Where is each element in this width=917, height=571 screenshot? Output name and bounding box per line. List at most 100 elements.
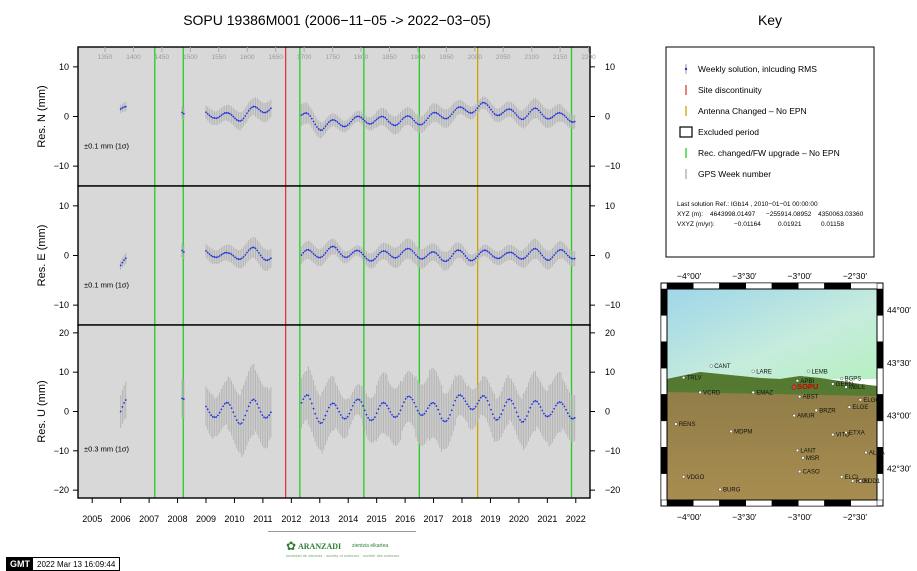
data-point xyxy=(220,114,223,117)
data-point xyxy=(331,119,334,121)
data-point xyxy=(326,123,329,126)
map-border-seg xyxy=(745,499,773,507)
data-point xyxy=(261,414,264,416)
data-point xyxy=(356,398,359,401)
station-marker xyxy=(709,364,713,368)
data-point xyxy=(225,401,228,404)
data-point xyxy=(464,255,467,257)
data-point xyxy=(488,251,491,254)
data-point xyxy=(408,395,410,398)
data-point xyxy=(252,398,255,401)
data-point xyxy=(205,111,207,114)
data-point xyxy=(302,398,305,401)
panel-1: −10 −10 0 0 10 10 Res. E (mm) ±0.1 mm (1σ) xyxy=(36,185,620,326)
data-point xyxy=(440,258,443,261)
data-point xyxy=(536,400,538,403)
x-tick-label: 2007 xyxy=(139,514,159,524)
gps-week-label: 1600 xyxy=(240,54,255,61)
data-point xyxy=(326,410,329,413)
data-point xyxy=(529,250,532,253)
data-point xyxy=(217,116,219,119)
data-point xyxy=(408,247,410,250)
data-point xyxy=(411,250,414,252)
data-point xyxy=(525,115,528,118)
data-point xyxy=(502,254,504,257)
data-point xyxy=(462,252,465,255)
map-border-seg xyxy=(660,394,668,422)
data-point xyxy=(430,113,433,115)
data-point xyxy=(438,413,441,415)
data-point xyxy=(372,121,375,124)
data-point xyxy=(553,114,556,117)
gps-week-label: 1350 xyxy=(98,54,113,61)
data-point xyxy=(316,126,318,128)
data-point xyxy=(476,255,479,258)
data-point xyxy=(462,397,465,400)
data-point xyxy=(539,406,542,408)
data-point xyxy=(258,406,260,409)
data-point xyxy=(514,406,516,409)
map-border-seg xyxy=(876,367,884,395)
data-point xyxy=(321,255,323,258)
vxyz-z: 0.01158 xyxy=(821,221,844,228)
data-point xyxy=(329,119,332,122)
data-point xyxy=(551,116,554,118)
data-point xyxy=(374,119,376,122)
data-point xyxy=(473,407,475,410)
data-point xyxy=(329,246,332,249)
data-point xyxy=(491,255,494,257)
data-point xyxy=(515,255,518,258)
data-point xyxy=(544,258,547,261)
y-tick-label: 20 xyxy=(59,328,69,338)
data-point xyxy=(522,420,525,423)
data-point xyxy=(558,249,561,252)
data-point xyxy=(546,117,549,120)
data-point xyxy=(360,401,363,403)
data-point xyxy=(232,115,235,118)
data-point xyxy=(471,111,474,114)
data-point xyxy=(345,125,347,128)
map-border-seg xyxy=(876,420,884,448)
data-point xyxy=(266,110,269,113)
data-point xyxy=(314,123,317,126)
data-point xyxy=(447,116,450,119)
data-point xyxy=(389,122,392,124)
data-point xyxy=(519,117,521,120)
data-point xyxy=(331,245,334,248)
data-point xyxy=(457,249,460,252)
station-marker xyxy=(864,450,868,455)
y-tick-label: 0 xyxy=(64,112,69,122)
data-point xyxy=(353,117,356,119)
data-point xyxy=(399,409,402,412)
station-label: ELGE xyxy=(852,405,868,411)
data-point xyxy=(208,114,211,117)
data-point xyxy=(413,119,416,122)
data-point xyxy=(379,404,381,407)
panel-2: −20 −20 −10 −10 0 0 10 10 20 20 Res. U (mm) ±0.3 mm… xyxy=(36,324,620,499)
station-label: TRLV xyxy=(687,376,702,382)
y-tick-label-right: −10 xyxy=(605,300,620,310)
data-point xyxy=(445,260,448,262)
data-point xyxy=(532,248,535,250)
data-point xyxy=(396,256,399,259)
data-point xyxy=(247,249,250,252)
data-point xyxy=(374,416,376,419)
y-tick-label: 0 xyxy=(64,251,69,261)
map-border-seg xyxy=(693,499,720,507)
station-label: RIOJ xyxy=(856,479,870,485)
data-point xyxy=(416,255,419,258)
data-point xyxy=(338,251,341,253)
data-point xyxy=(570,417,573,420)
y-tick-label: −10 xyxy=(54,161,69,171)
data-point xyxy=(377,408,380,411)
station-marker xyxy=(751,390,755,394)
data-point xyxy=(440,417,443,420)
data-point xyxy=(433,111,436,114)
data-point xyxy=(403,116,405,119)
map-bottom-label: −3°00′ xyxy=(788,512,813,522)
data-point xyxy=(246,112,248,115)
data-point xyxy=(211,116,214,119)
data-point xyxy=(266,416,269,419)
data-point xyxy=(213,117,216,119)
